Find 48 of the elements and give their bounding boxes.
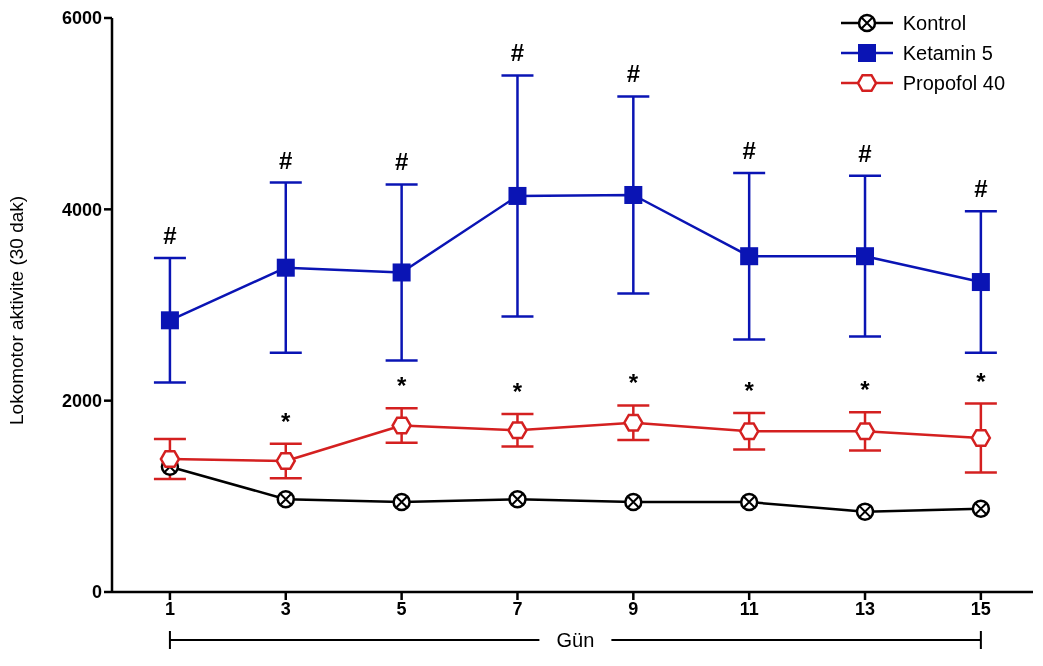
legend-label: Ketamin 5 (902, 41, 993, 65)
point (624, 185, 643, 204)
x-tick-label: 9 (628, 598, 639, 619)
y-tick-label: 2000 (61, 391, 102, 412)
point (971, 273, 990, 292)
annotation: # (858, 139, 872, 167)
x-axis-title: Gün (556, 629, 595, 651)
y-tick-label: 0 (91, 582, 102, 603)
x-tick-label: 5 (396, 598, 407, 619)
y-tick-label: 4000 (61, 199, 102, 220)
y-axis-title: Lokomotor aktivite (30 dak) (5, 195, 27, 425)
point (276, 258, 295, 277)
legend-label: Kontrol (902, 11, 967, 35)
point (508, 186, 527, 205)
annotation: * (860, 376, 871, 404)
x-tick-label: 7 (512, 598, 523, 619)
point (391, 416, 412, 435)
y-tick-label: 6000 (61, 8, 102, 29)
annotation: # (394, 148, 409, 176)
point (507, 421, 528, 440)
point (854, 422, 876, 441)
annotation: * (976, 367, 987, 395)
annotation: # (974, 175, 988, 203)
annotation: * (744, 377, 755, 405)
point (738, 422, 760, 441)
annotation: # (510, 39, 525, 67)
x-tick-label: 1 (164, 598, 175, 619)
point (623, 413, 644, 432)
point (392, 263, 411, 282)
point (160, 311, 179, 330)
annotation: * (281, 407, 292, 435)
annotation: # (279, 146, 293, 174)
annotation: # (163, 222, 177, 250)
annotation: * (396, 372, 407, 400)
x-tick-label: 15 (970, 598, 991, 619)
annotation: # (626, 60, 640, 88)
x-tick-label: 3 (280, 598, 291, 619)
point (856, 247, 875, 266)
annotation: * (628, 369, 639, 397)
legend-label: Propofol 40 (902, 71, 1005, 95)
point (970, 428, 992, 448)
annotation: * (512, 378, 523, 406)
x-tick-label: 13 (855, 598, 876, 619)
annotation: # (742, 136, 756, 164)
point (740, 247, 759, 266)
point (275, 451, 297, 470)
point (159, 449, 181, 469)
x-tick-label: 11 (739, 598, 759, 619)
